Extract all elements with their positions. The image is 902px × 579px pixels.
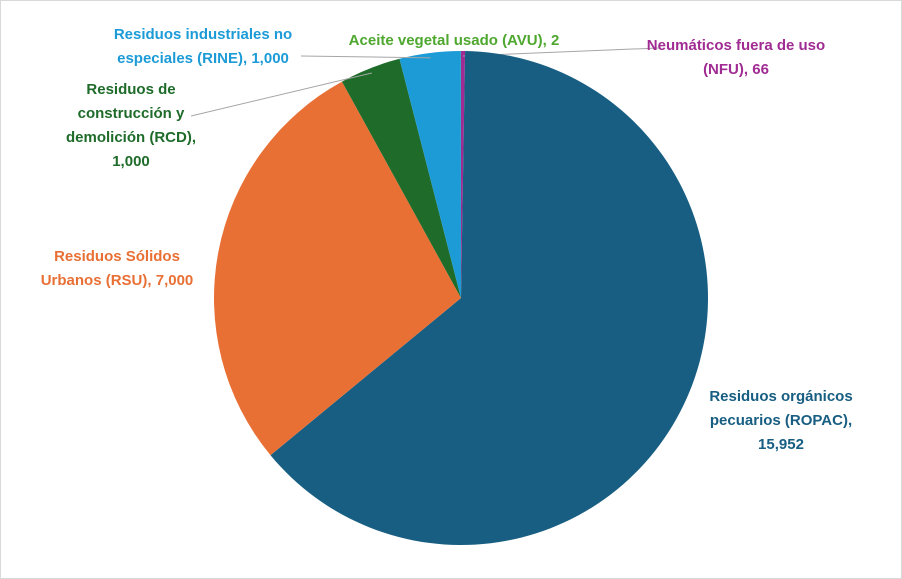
category-name: Aceite vegetal usado (AVU): [348, 32, 543, 49]
pie-slice: [341, 58, 461, 299]
category-name: Residuos industriales no especiales (RIN…: [113, 26, 293, 67]
data-label: Aceite vegetal usado (AVU)2: [314, 29, 594, 53]
category-name: Neumáticos fuera de uso (NFU): [646, 37, 826, 78]
value-label: 2: [543, 32, 560, 49]
category-name: Residuos orgánicos pecuarios (ROPAC): [709, 388, 853, 429]
data-label: Residuos de construcción y demolición (R…: [56, 78, 206, 174]
data-label: Residuos industriales no especiales (RIN…: [93, 23, 313, 71]
data-label: Residuos Sólidos Urbanos (RSU)7,000: [30, 245, 205, 293]
category-name: Residuos Sólidos Urbanos (RSU): [40, 248, 180, 289]
leader-line: [190, 72, 372, 117]
category-name: Residuos de construcción y demolición (R…: [65, 81, 192, 146]
value-label: 7,000: [147, 272, 193, 289]
value-label: 1,000: [243, 50, 289, 67]
pie-slice: [270, 51, 708, 545]
data-label: Residuos orgánicos pecuarios (ROPAC)15,9…: [691, 385, 871, 457]
leader-line: [300, 55, 431, 59]
pie-slice: [399, 51, 461, 298]
data-label: Neumáticos fuera de uso (NFU)66: [646, 34, 826, 82]
pie-slice: [461, 51, 466, 298]
value-label: 66: [744, 61, 769, 78]
pie-slice: [214, 81, 461, 456]
